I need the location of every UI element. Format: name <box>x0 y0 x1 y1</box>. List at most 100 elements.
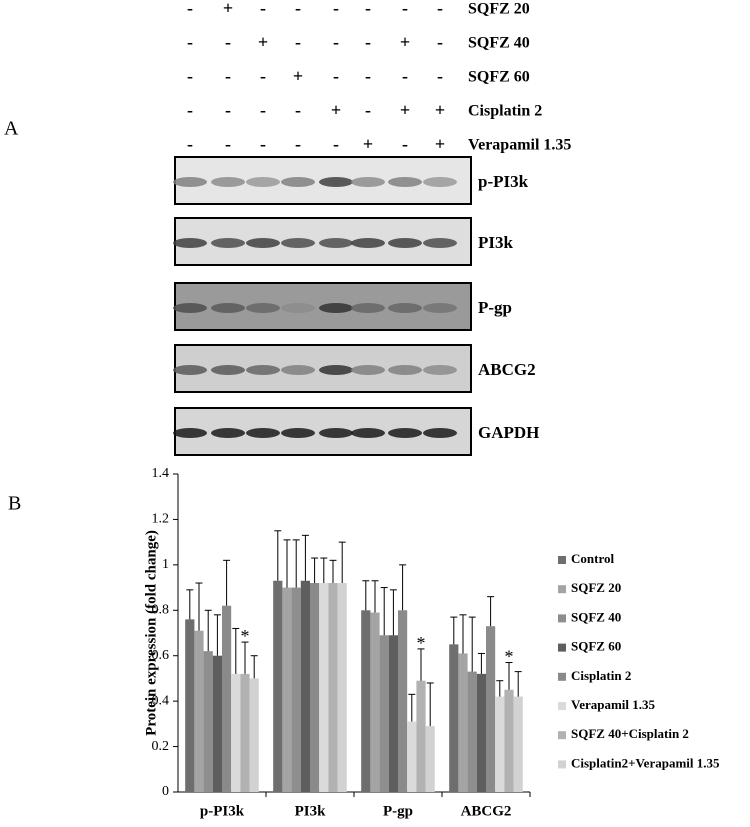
bar <box>194 630 204 792</box>
band <box>423 238 457 248</box>
bar <box>379 635 389 792</box>
band <box>246 365 280 375</box>
y-tick-label: 0.6 <box>152 648 170 663</box>
treatment-sign: - <box>333 0 339 18</box>
treatment-sign: - <box>333 66 339 86</box>
treatment-sign: - <box>295 134 301 154</box>
band <box>388 303 422 313</box>
treatment-label: Cisplatin 2 <box>468 103 542 120</box>
band <box>319 177 353 187</box>
legend-swatch <box>558 672 566 681</box>
bar <box>291 587 301 792</box>
band <box>319 365 353 375</box>
band <box>173 303 207 313</box>
legend-label: SQFZ 20 <box>571 580 621 595</box>
treatment-sign: - <box>402 134 408 154</box>
band <box>423 303 457 313</box>
treatment-sign: - <box>437 32 443 52</box>
treatment-sign: - <box>260 134 266 154</box>
band <box>319 238 353 248</box>
treatment-sign: - <box>225 100 231 120</box>
bar <box>495 696 505 792</box>
bar <box>222 605 232 792</box>
band <box>281 238 315 248</box>
panel-label: A <box>4 118 19 140</box>
band <box>173 428 207 438</box>
treatment-sign: + <box>331 100 341 120</box>
bar <box>185 619 195 792</box>
blot-label: GAPDH <box>478 423 539 442</box>
bar <box>337 583 347 792</box>
treatment-sign: + <box>435 100 445 120</box>
bar <box>273 580 283 792</box>
bar <box>319 583 329 792</box>
bar <box>310 583 320 792</box>
bar <box>231 673 241 792</box>
treatment-sign: + <box>435 134 445 154</box>
treatment-sign: - <box>187 66 193 86</box>
treatment-sign: - <box>187 134 193 154</box>
treatment-label: SQFZ 40 <box>468 35 530 52</box>
band <box>351 238 385 248</box>
treatment-sign: - <box>402 66 408 86</box>
y-axis-label: Protein expression (fold change) <box>143 530 159 736</box>
panel-label: B <box>8 493 21 515</box>
treatment-sign: - <box>295 0 301 18</box>
band <box>388 428 422 438</box>
legend-swatch <box>558 702 566 710</box>
y-tick-label: 1 <box>162 557 169 572</box>
treatment-sign: - <box>437 0 443 18</box>
bar <box>361 610 371 792</box>
treatment-sign: - <box>295 100 301 120</box>
treatment-sign: + <box>223 0 233 18</box>
treatment-sign: - <box>333 134 339 154</box>
bar <box>504 689 514 792</box>
legend-swatch <box>558 643 566 652</box>
significance-mark: * <box>417 633 426 653</box>
band <box>211 177 245 187</box>
x-tick-label: p-PI3k <box>200 803 245 819</box>
treatment-sign: + <box>400 100 410 120</box>
treatment-sign: + <box>363 134 373 154</box>
bar <box>425 726 435 792</box>
significance-mark: * <box>241 626 250 646</box>
y-tick-label: 1.2 <box>152 512 170 527</box>
band <box>351 303 385 313</box>
bar <box>203 651 213 792</box>
band <box>173 365 207 375</box>
y-tick-label: 0.4 <box>152 693 170 708</box>
band <box>281 428 315 438</box>
bar <box>282 587 292 792</box>
treatment-sign: - <box>295 32 301 52</box>
legend-swatch <box>558 731 566 740</box>
legend-swatch <box>558 760 566 769</box>
band <box>281 177 315 187</box>
band <box>423 428 457 438</box>
legend-label: SQFZ 40 <box>571 609 621 624</box>
band <box>281 365 315 375</box>
legend-label: SQFZ 40+Cisplatin 2 <box>571 726 689 741</box>
legend-swatch <box>558 614 566 623</box>
bar <box>212 655 222 792</box>
bar <box>513 696 523 792</box>
treatment-sign: - <box>225 66 231 86</box>
y-tick-label: 0.2 <box>152 739 170 754</box>
treatment-sign: - <box>187 100 193 120</box>
band <box>388 365 422 375</box>
band <box>351 365 385 375</box>
bar <box>370 612 380 792</box>
band <box>173 238 207 248</box>
significance-mark: * <box>505 647 514 667</box>
legend-swatch <box>558 585 566 594</box>
treatment-sign: - <box>333 32 339 52</box>
band <box>246 428 280 438</box>
band <box>246 238 280 248</box>
treatment-sign: - <box>365 32 371 52</box>
treatment-sign: + <box>258 32 268 52</box>
bar <box>476 673 486 792</box>
bar <box>467 671 477 792</box>
y-tick-label: 1.4 <box>152 466 170 481</box>
band <box>211 238 245 248</box>
bar <box>300 580 310 792</box>
treatment-label: SQFZ 20 <box>468 1 530 18</box>
